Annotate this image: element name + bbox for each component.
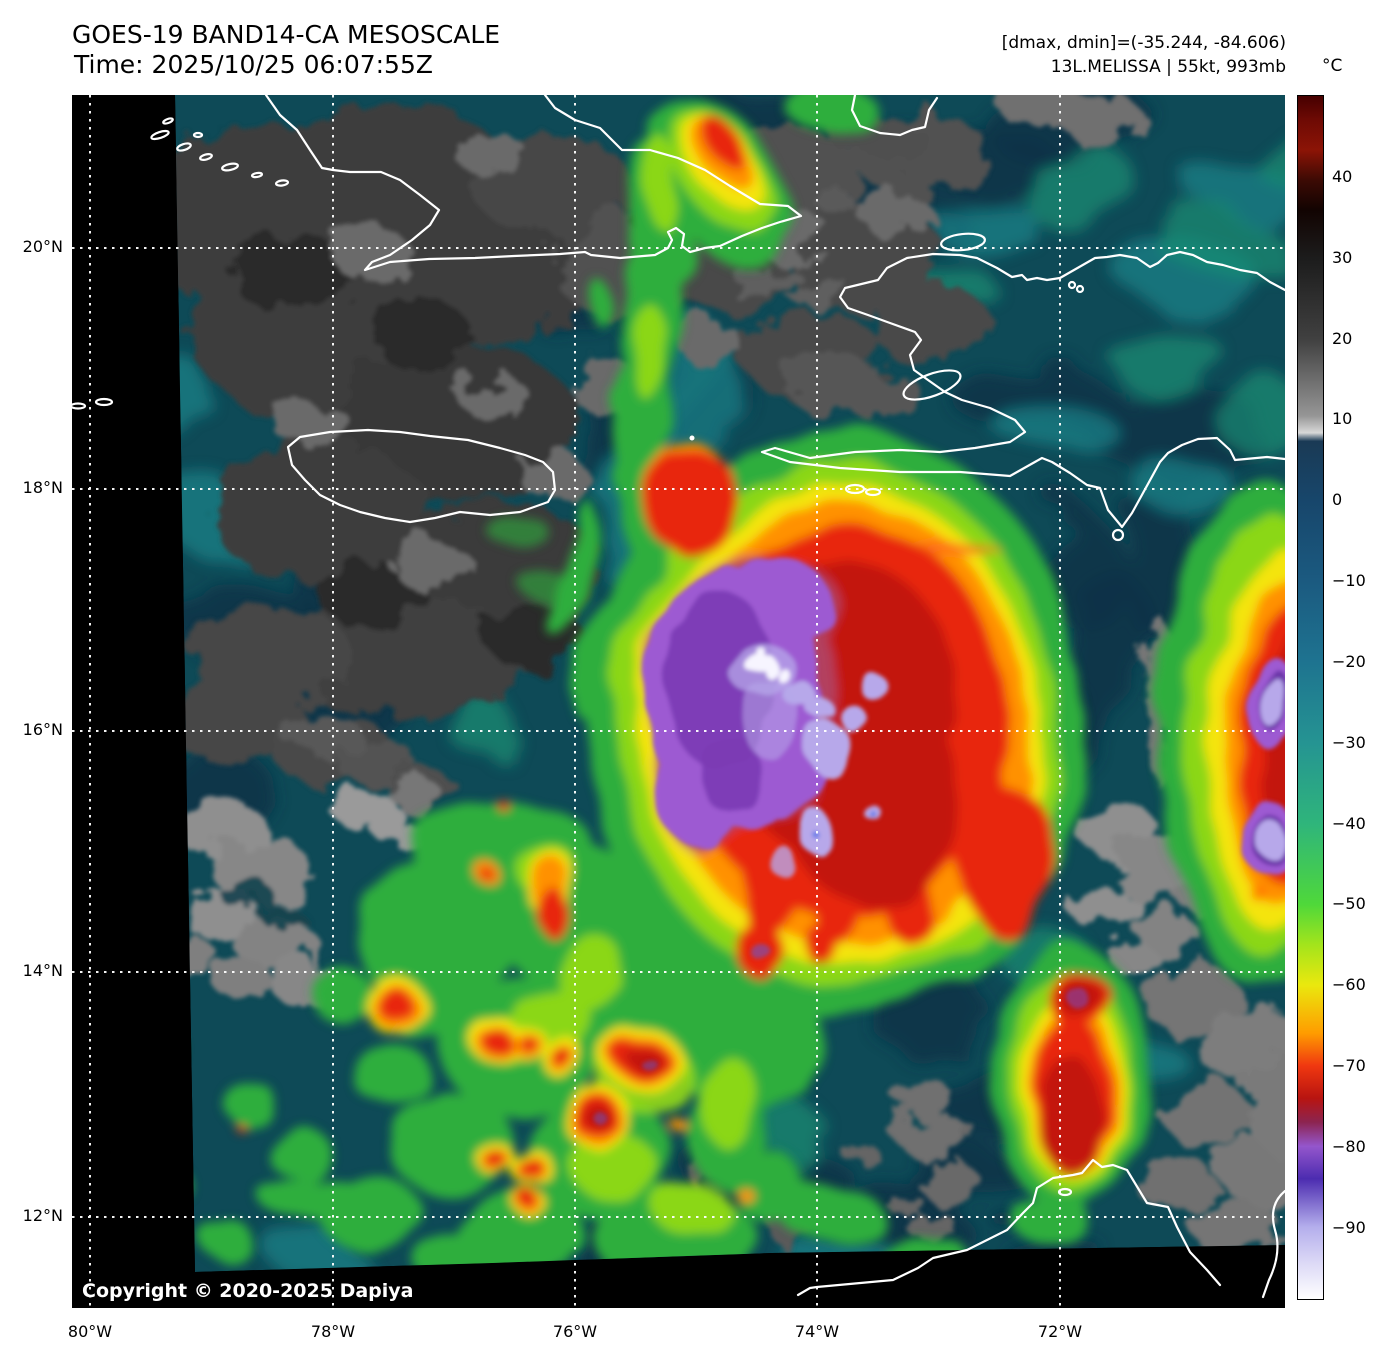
hurricane-cold-core-layer: [595, 555, 1285, 1126]
lat-tick-label: 20°N: [22, 237, 63, 256]
coastlines-layer: [69, 93, 1287, 1299]
hispaniola-coastline: [760, 250, 1287, 529]
lon-tick-label: 74°W: [794, 1322, 840, 1341]
satellite-data-region: [175, 95, 1285, 1272]
jamaica-coastline: [286, 428, 557, 524]
storm-info-label: 13L.MELISSA | 55kt, 993mb: [1050, 57, 1286, 77]
colorbar-tick-label: −80: [1332, 1137, 1366, 1156]
colorbar-tick-label: −50: [1332, 894, 1366, 913]
colorbar-tick-label: −10: [1332, 571, 1366, 590]
timestamp-label: Time: 2025/10/25 06:07:55Z: [74, 50, 433, 79]
colorbar-tick-label: −40: [1332, 814, 1366, 833]
temperature-colorbar: [1297, 95, 1324, 1300]
lon-tick-label: 80°W: [67, 1322, 113, 1341]
south-america-coastline: [796, 1158, 1222, 1297]
lat-tick-label: 12°N: [22, 1206, 63, 1225]
beata-islet: [1111, 528, 1125, 542]
great-inagua-island: [850, 93, 939, 137]
satellite-image: [69, 93, 1287, 1308]
venezuela-coastline: [1261, 1189, 1287, 1299]
lon-tick-label: 78°W: [310, 1322, 356, 1341]
warm-cloud-deck-layer: [175, 95, 1147, 807]
colorbar-tick-label: 0: [1332, 490, 1343, 509]
lat-tick-label: 18°N: [22, 478, 63, 497]
colorbar-tick-label: 30: [1332, 248, 1353, 267]
colorbar-tick-label: 40: [1332, 167, 1353, 186]
copyright-label: Copyright © 2020-2025 Dapiya: [82, 1280, 414, 1302]
colorbar-tick-label: 10: [1332, 409, 1353, 428]
lat-tick-label: 16°N: [22, 720, 63, 739]
colorbar-tick-label: −20: [1332, 652, 1366, 671]
colorbar-tick-label: −60: [1332, 975, 1366, 994]
colorbar-tick-label: −90: [1332, 1218, 1366, 1237]
cuba-coastline: [264, 93, 803, 272]
tortuga-island: [940, 232, 986, 252]
gonave-island: [902, 369, 962, 401]
jardines-cays: [150, 117, 290, 187]
graticule-layer: [72, 95, 1285, 1308]
colorbar-tick-label: 20: [1332, 329, 1353, 348]
page-title: GOES-19 BAND14-CA MESOSCALE: [72, 20, 501, 49]
colorbar-tick-label: −30: [1332, 733, 1366, 752]
lon-tick-label: 76°W: [552, 1322, 598, 1341]
colorbar-tick-label: −70: [1332, 1056, 1366, 1075]
map-canvas: Copyright © 2020-2025 Dapiya: [69, 93, 1287, 1308]
lon-tick-label: 72°W: [1037, 1322, 1083, 1341]
cumulus-cloud-layer: [175, 620, 1285, 1260]
colorbar-unit-label: °C: [1322, 56, 1343, 76]
dmax-dmin-label: [dmax, dmin]=(-35.244, -84.606): [1001, 33, 1286, 53]
lat-tick-label: 14°N: [22, 961, 63, 980]
